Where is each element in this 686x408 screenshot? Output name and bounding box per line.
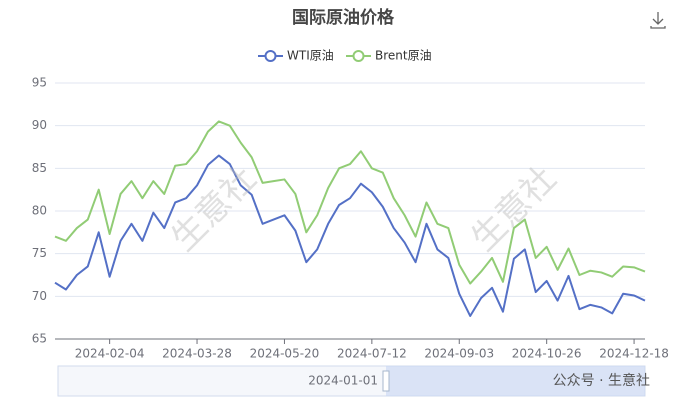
- legend-marker: [352, 50, 365, 62]
- y-tick-label: 90: [32, 118, 47, 132]
- x-tick-label: 2024-09-03: [424, 347, 494, 361]
- x-tick-label: 2024-02-04: [75, 347, 145, 361]
- legend-item[interactable]: Brent原油: [346, 49, 432, 63]
- x-tick-label: 2024-07-12: [337, 347, 407, 361]
- line-series: [54, 154, 646, 317]
- legend-label: Brent原油: [375, 49, 432, 63]
- y-tick-label: 95: [32, 76, 47, 90]
- x-tick-label: 2024-03-28: [162, 347, 232, 361]
- legend-label: WTI原油: [287, 49, 334, 63]
- x-tick-label: 2024-05-20: [250, 347, 320, 361]
- data-zoom-label: 2024-01-01: [308, 374, 378, 388]
- footer-watermark: 公众号 · 生意社: [553, 372, 650, 389]
- y-tick-label: 75: [32, 246, 47, 260]
- y-tick-label: 85: [32, 161, 47, 175]
- legend-item[interactable]: WTI原油: [258, 49, 334, 63]
- x-tick-label: 2024-12-18: [599, 347, 669, 361]
- watermark: 生意社: [464, 159, 564, 259]
- legend-marker: [264, 50, 277, 62]
- y-tick-label: 65: [32, 332, 47, 346]
- chart-title: 国际原油价格: [292, 7, 395, 28]
- line-series: [54, 120, 646, 285]
- watermark: 生意社: [164, 159, 264, 259]
- x-tick-label: 2024-10-26: [512, 347, 582, 361]
- y-tick-label: 80: [32, 204, 47, 218]
- data-zoom-window[interactable]: [386, 366, 645, 396]
- download-icon[interactable]: [650, 12, 666, 29]
- y-tick-label: 70: [32, 289, 47, 303]
- data-zoom-handle[interactable]: [382, 370, 390, 392]
